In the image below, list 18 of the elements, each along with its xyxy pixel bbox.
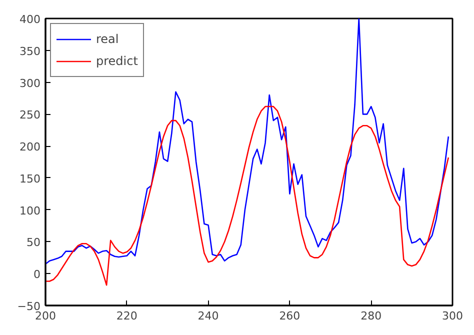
y-tick-label: 100: [20, 204, 41, 218]
x-tick-label: 220: [116, 310, 138, 322]
y-tick-label: 250: [20, 108, 41, 122]
y-tick-label: 0: [34, 268, 40, 282]
line-series: [46, 106, 450, 286]
x-tick-label: 300: [442, 310, 463, 322]
y-tick-label: 50: [26, 236, 41, 250]
y-tick-label: 300: [20, 76, 41, 90]
y-tick-label: 400: [20, 13, 41, 26]
y-tick-label: 200: [20, 140, 41, 154]
y-tick-label: 350: [20, 44, 41, 58]
x-tick-label: 240: [198, 310, 219, 322]
y-tick-label: 150: [20, 172, 41, 186]
legend-label: real: [96, 32, 119, 46]
line-series: [46, 18, 450, 265]
x-tick-label: 260: [279, 310, 300, 322]
x-tick-label: 280: [360, 310, 382, 322]
legend-label: predict: [96, 54, 138, 68]
